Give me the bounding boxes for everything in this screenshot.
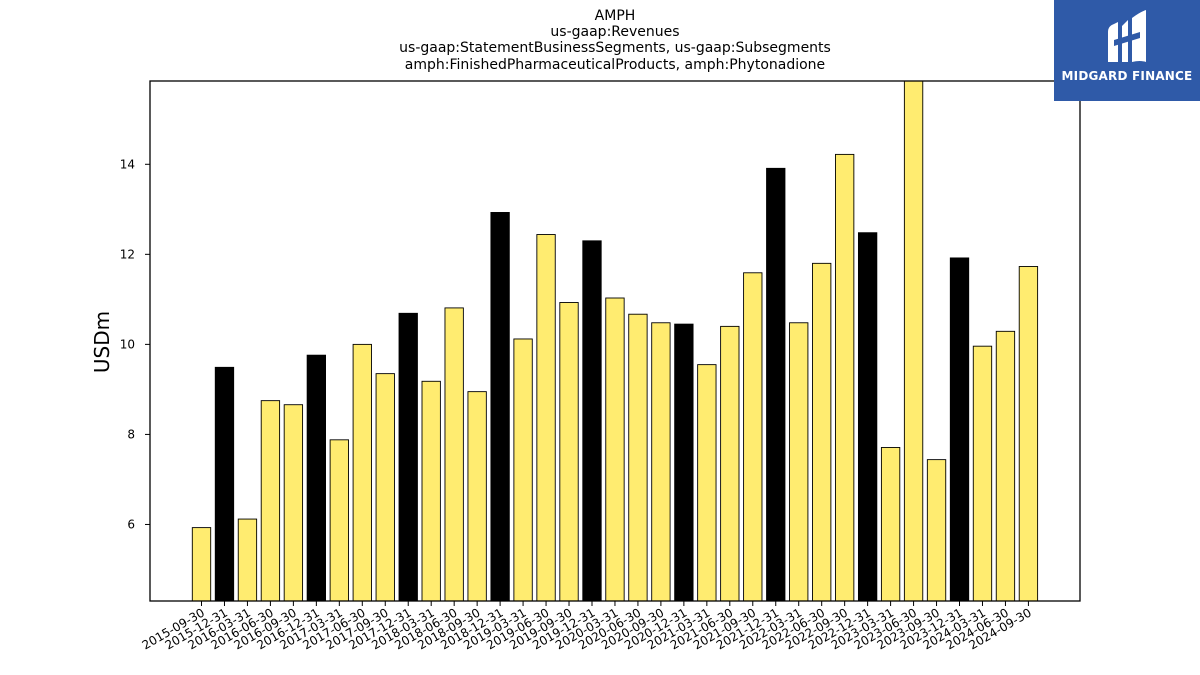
brand-badge: MIDGARD FINANCE [1054, 0, 1200, 101]
bar-2019-06-30 [536, 234, 556, 602]
bar-2017-12-31 [398, 312, 418, 602]
chart-title-line-4: amph:FinishedPharmaceuticalProducts, amp… [405, 57, 825, 73]
bar-2022-03-31 [789, 322, 809, 602]
bar-2018-03-31 [421, 380, 441, 602]
bar-2018-09-30 [467, 391, 487, 602]
y-axis-label: USDm [90, 311, 114, 373]
bar-2018-06-30 [444, 307, 464, 602]
bar-2019-03-31 [513, 338, 533, 602]
bar-2016-12-31 [306, 354, 326, 602]
bar-2021-03-31 [697, 364, 717, 602]
chart-title: AMPH us-gaap:Revenues us-gaap:StatementB… [399, 8, 831, 73]
y-tick-label-6: 6 [127, 517, 135, 531]
bar-2022-09-30 [835, 153, 855, 602]
bar-2021-09-30 [743, 272, 763, 602]
brand-name: MIDGARD FINANCE [1061, 69, 1193, 83]
bar-2021-06-30 [720, 325, 740, 602]
bars-layer [191, 80, 1039, 602]
bar-2024-09-30 [1018, 266, 1039, 602]
bar-2024-03-31 [972, 345, 993, 602]
y-tick-label-8: 8 [127, 427, 135, 441]
bar-2017-09-30 [375, 373, 395, 602]
y-axis: 6 8 10 12 14 [120, 157, 150, 531]
chart-title-line-1: AMPH [595, 8, 636, 24]
bar-2022-06-30 [812, 262, 832, 602]
bar-2023-06-30 [903, 80, 924, 602]
bar-2023-09-30 [926, 459, 947, 602]
bar-2018-12-31 [490, 212, 510, 602]
y-tick-label-12: 12 [120, 247, 135, 261]
bar-2020-03-31 [605, 297, 625, 602]
y-tick-label-14: 14 [120, 157, 135, 171]
bar-2020-06-30 [628, 313, 648, 602]
bar-2019-12-31 [582, 240, 602, 602]
midgard-logo-icon [1108, 10, 1146, 62]
bar-2017-06-30 [352, 343, 372, 602]
bar-2016-09-30 [283, 404, 304, 602]
bar-2017-03-31 [329, 439, 349, 602]
bar-2015-12-31 [214, 366, 235, 602]
bar-2016-03-31 [237, 518, 258, 602]
y-tick-label-10: 10 [120, 337, 135, 351]
bar-2022-12-31 [857, 232, 878, 602]
bar-2023-12-31 [949, 257, 970, 602]
bar-2019-09-30 [559, 302, 579, 602]
bar-2021-12-31 [766, 167, 786, 602]
bar-2024-06-30 [995, 330, 1016, 602]
chart-title-line-3: us-gaap:StatementBusinessSegments, us-ga… [399, 40, 831, 56]
x-axis: 2015-09-302015-12-312016-03-312016-06-30… [140, 601, 1034, 652]
bar-2020-09-30 [651, 322, 671, 602]
chart-title-line-2: us-gaap:Revenues [550, 24, 679, 40]
bar-2015-09-30 [191, 527, 212, 602]
bar-2020-12-31 [674, 323, 694, 602]
bar-2023-03-31 [880, 447, 901, 602]
bar-2016-06-30 [260, 400, 281, 602]
